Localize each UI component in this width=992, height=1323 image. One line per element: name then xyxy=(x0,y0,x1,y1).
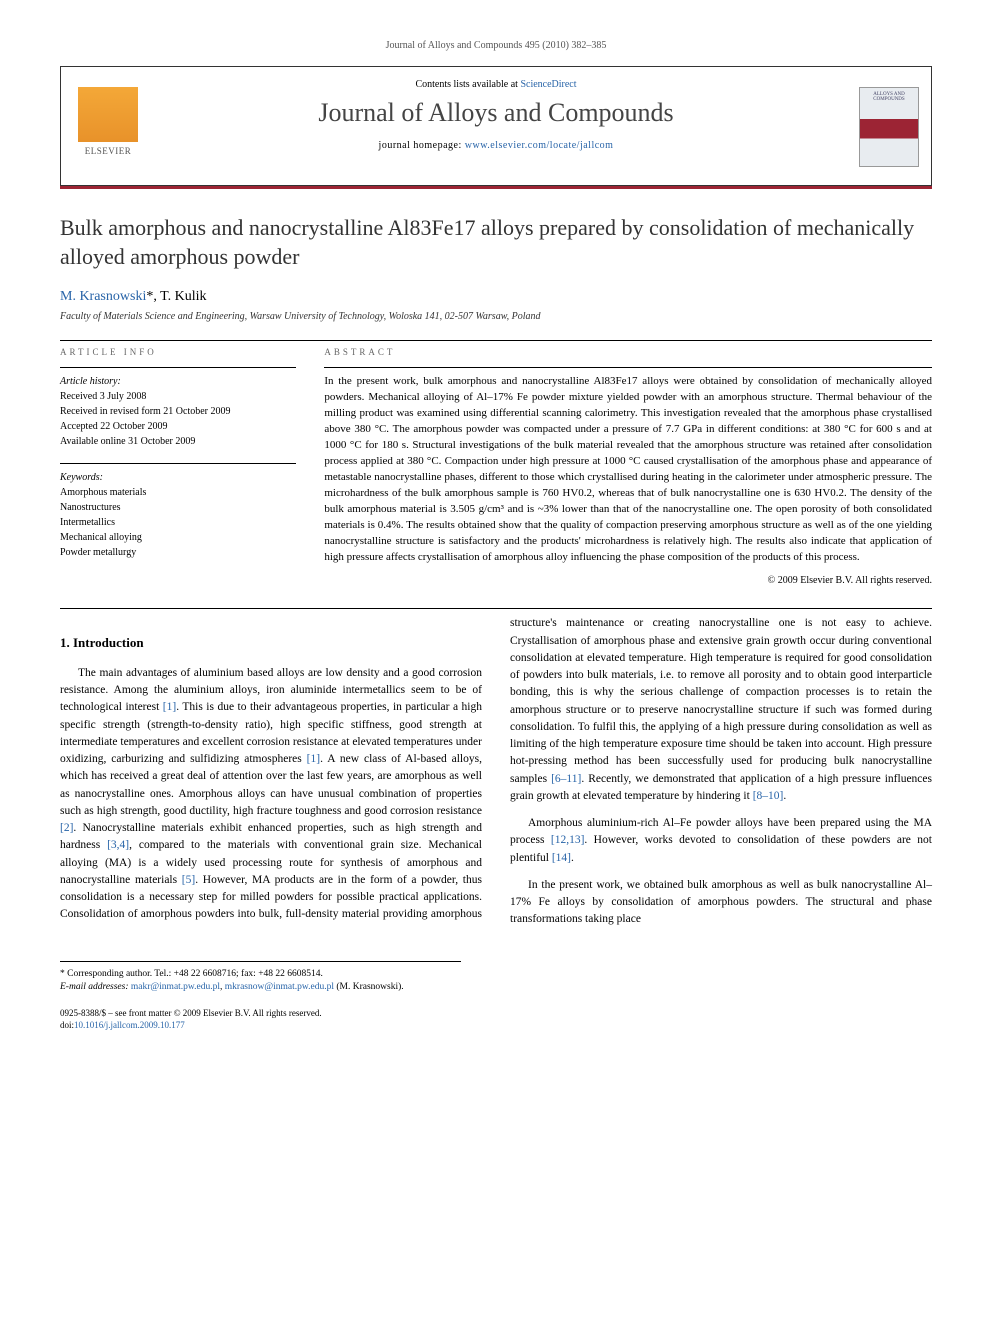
elsevier-logo: ELSEVIER xyxy=(73,87,143,167)
abstract-copyright: © 2009 Elsevier B.V. All rights reserved… xyxy=(324,575,932,586)
divider xyxy=(324,367,932,368)
accepted-date: Accepted 22 October 2009 xyxy=(60,419,296,434)
email-line: E-mail addresses: makr@inmat.pw.edu.pl, … xyxy=(60,981,461,994)
body-text: . xyxy=(783,790,786,802)
article-history-block: Article history: Received 3 July 2008 Re… xyxy=(60,374,296,449)
divider xyxy=(60,367,296,368)
revised-date: Received in revised form 21 October 2009 xyxy=(60,404,296,419)
section-heading-introduction: 1. Introduction xyxy=(60,633,482,653)
divider xyxy=(60,340,932,341)
author-link-1[interactable]: M. Krasnowski xyxy=(60,289,146,304)
contents-available-line: Contents lists available at ScienceDirec… xyxy=(73,79,919,90)
keyword: Amorphous materials xyxy=(60,485,296,500)
citation-link[interactable]: [2] xyxy=(60,822,73,834)
sciencedirect-link[interactable]: ScienceDirect xyxy=(520,79,576,90)
divider xyxy=(60,608,932,609)
authors-line: M. Krasnowski*, T. Kulik xyxy=(60,289,932,305)
citation-link[interactable]: [8–10] xyxy=(753,790,784,802)
email-suffix: (M. Krasnowski). xyxy=(334,982,404,992)
issn-copyright-line: 0925-8388/$ – see front matter © 2009 El… xyxy=(60,1007,932,1032)
citation-link[interactable]: [12,13] xyxy=(551,834,585,846)
received-date: Received 3 July 2008 xyxy=(60,389,296,404)
doi-prefix: doi: xyxy=(60,1020,74,1030)
keyword: Nanostructures xyxy=(60,500,296,515)
keyword: Intermetallics xyxy=(60,515,296,530)
body-paragraph: Amorphous aluminium-rich Al–Fe powder al… xyxy=(510,815,932,867)
body-text: . xyxy=(571,852,574,864)
contents-prefix: Contents lists available at xyxy=(415,79,520,90)
keywords-label: Keywords: xyxy=(60,470,296,485)
keywords-block: Keywords: Amorphous materials Nanostruct… xyxy=(60,470,296,560)
citation-link[interactable]: [1] xyxy=(307,753,320,765)
red-divider-bar xyxy=(60,186,932,189)
citation-link[interactable]: [6–11] xyxy=(551,773,581,785)
online-date: Available online 31 October 2009 xyxy=(60,434,296,449)
journal-homepage-line: journal homepage: www.elsevier.com/locat… xyxy=(73,140,919,151)
running-header: Journal of Alloys and Compounds 495 (201… xyxy=(60,40,932,51)
journal-header-box: ELSEVIER ALLOYS AND COMPOUNDS Contents l… xyxy=(60,66,932,186)
citation-link[interactable]: [5] xyxy=(182,874,195,886)
abstract-text: In the present work, bulk amorphous and … xyxy=(324,374,932,565)
email-link[interactable]: mkrasnow@inmat.pw.edu.pl xyxy=(225,982,334,992)
citation-link[interactable]: [14] xyxy=(552,852,571,864)
abstract-label: ABSTRACT xyxy=(324,347,932,357)
keyword: Powder metallurgy xyxy=(60,545,296,560)
citation-link[interactable]: [3,4] xyxy=(107,839,129,851)
email-link[interactable]: makr@inmat.pw.edu.pl xyxy=(131,982,220,992)
elsevier-label: ELSEVIER xyxy=(73,146,143,156)
footnotes-block: * Corresponding author. Tel.: +48 22 660… xyxy=(60,961,461,995)
abstract-column: ABSTRACT In the present work, bulk amorp… xyxy=(324,347,932,586)
keyword: Mechanical alloying xyxy=(60,530,296,545)
journal-cover-thumbnail: ALLOYS AND COMPOUNDS xyxy=(859,87,919,167)
journal-name: Journal of Alloys and Compounds xyxy=(73,98,919,128)
article-info-column: ARTICLE INFO Article history: Received 3… xyxy=(60,347,296,586)
corresponding-author-note: * Corresponding author. Tel.: +48 22 660… xyxy=(60,968,461,981)
affiliation: Faculty of Materials Science and Enginee… xyxy=(60,311,932,322)
elsevier-tree-icon xyxy=(78,87,138,142)
article-title: Bulk amorphous and nanocrystalline Al83F… xyxy=(60,214,932,271)
author-2: , T. Kulik xyxy=(153,289,206,304)
citation-link[interactable]: [1] xyxy=(163,701,176,713)
journal-homepage-link[interactable]: www.elsevier.com/locate/jallcom xyxy=(465,140,614,151)
article-info-label: ARTICLE INFO xyxy=(60,347,296,357)
body-paragraph: In the present work, we obtained bulk am… xyxy=(510,877,932,929)
doi-link[interactable]: 10.1016/j.jallcom.2009.10.177 xyxy=(74,1020,185,1030)
issn-text: 0925-8388/$ – see front matter © 2009 El… xyxy=(60,1007,932,1020)
homepage-prefix: journal homepage: xyxy=(379,140,465,151)
body-two-column: 1. Introduction The main advantages of a… xyxy=(60,615,932,931)
doi-line: doi:10.1016/j.jallcom.2009.10.177 xyxy=(60,1019,932,1032)
email-label: E-mail addresses: xyxy=(60,982,131,992)
history-label: Article history: xyxy=(60,374,296,389)
divider xyxy=(60,463,296,464)
